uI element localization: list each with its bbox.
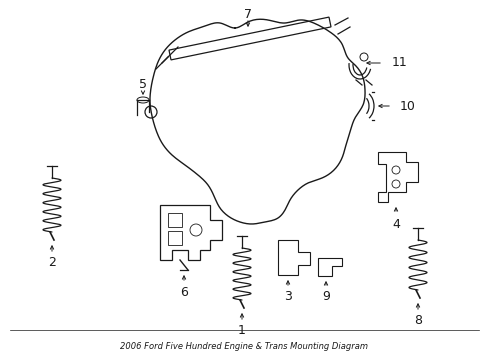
Text: 8: 8 — [413, 314, 421, 327]
Text: 10: 10 — [399, 99, 415, 112]
Text: 9: 9 — [322, 289, 329, 302]
Text: 2: 2 — [48, 256, 56, 269]
Text: 4: 4 — [391, 217, 399, 230]
Text: 1: 1 — [238, 324, 245, 337]
Text: 6: 6 — [180, 287, 187, 300]
Text: 7: 7 — [244, 8, 251, 21]
Text: 5: 5 — [139, 77, 147, 90]
Text: 11: 11 — [391, 57, 407, 69]
Text: 2006 Ford Five Hundred Engine & Trans Mounting Diagram: 2006 Ford Five Hundred Engine & Trans Mo… — [120, 342, 368, 351]
Text: 3: 3 — [284, 289, 291, 302]
